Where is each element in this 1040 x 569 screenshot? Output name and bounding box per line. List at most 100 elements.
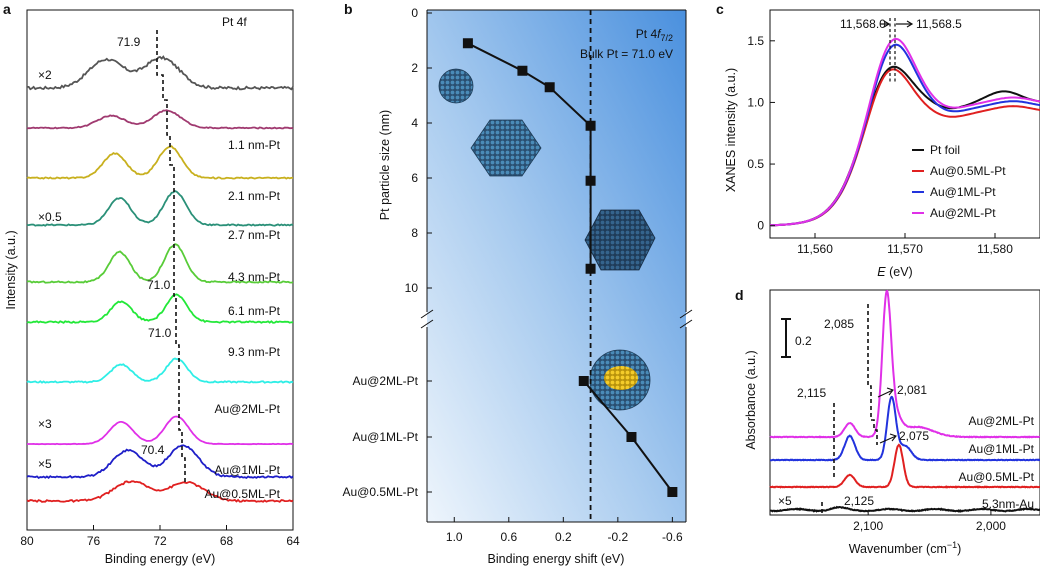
legend-label: Au@1ML-Pt [930, 185, 996, 199]
data-point [544, 82, 555, 93]
y-tick-label: 8 [411, 226, 418, 240]
x-tick-label: -0.2 [607, 530, 628, 544]
y-tick-label: 6 [411, 171, 418, 185]
y-category-label: Au@0.5ML-Pt [342, 485, 418, 499]
y-tick-label: 1.5 [747, 34, 764, 48]
panel-d-spectra: Au@2ML-Pt Au@1ML-Pt Au@0.5ML-Pt 5.3nm-Au [769, 289, 1040, 513]
xanes-curve [769, 37, 1040, 227]
series-label: Au@1ML-Pt [968, 442, 1034, 456]
panel-b-chart: 1.0 0.6 0.2 -0.2 -0.6 0 2 4 6 8 10 Au@2ML-Pt Au@1ML-… [342, 6, 693, 566]
x-tick-label: 1.0 [446, 530, 463, 544]
series-label: Au@0.5ML-Pt [204, 487, 280, 501]
y-tick-label: 10 [405, 281, 419, 295]
series-label: Au@2ML-Pt [968, 414, 1034, 428]
panel-a-peak-guide [156, 30, 186, 482]
panel-d-letter: d [735, 287, 744, 303]
x-tick-label: 11,570 [887, 242, 923, 256]
x-tick-label: 76 [87, 534, 101, 548]
y-tick-label: 0 [757, 219, 764, 233]
y-category-label: Au@2ML-Pt [352, 374, 418, 388]
panel-d-peak-arrows [877, 387, 897, 444]
x-tick-label: -0.6 [662, 530, 683, 544]
series-label: Au@0.5ML-Pt [958, 470, 1034, 484]
panel-d-multiplier: ×5 [778, 494, 792, 508]
y-tick-label: 2 [411, 61, 418, 75]
panel-d-frame [769, 289, 1040, 516]
data-point [517, 65, 528, 76]
panel-c-annot-left: 11,568.0 [840, 17, 886, 31]
panel-c-chart: 11,560 11,570 11,580 0 0.5 1.0 1.5 Pt foil Au@0… [724, 9, 1040, 279]
panel-a-annot-71-0-a: 71.0 [147, 278, 171, 292]
legend-label: Pt foil [930, 143, 960, 157]
panel-a-letter: a [3, 1, 11, 17]
panel-c-ticks: 11,560 11,570 11,580 0 0.5 1.0 1.5 [747, 34, 1013, 256]
ir-curve [769, 443, 1040, 489]
panel-d-scale-bar-label: 0.2 [795, 334, 812, 348]
spectrum-curve [26, 109, 294, 130]
panel-d-peak-2081: 2,081 [897, 383, 927, 397]
spectrum-curve [27, 55, 294, 91]
panel-a-xlabel: Binding energy (eV) [105, 552, 215, 566]
x-tick-label: 11,560 [797, 242, 833, 256]
spectrum-curve [26, 357, 294, 384]
multiplier-label: ×5 [38, 457, 52, 471]
cluster-2-7nm-illustration [470, 119, 542, 177]
ir-curve [769, 289, 1040, 439]
y-tick-label: 0 [411, 6, 418, 20]
spectrum-curve [27, 415, 294, 446]
panel-d-ylabel: Absorbance (a.u.) [744, 350, 758, 449]
series-label: 2.1 nm-Pt [228, 189, 281, 203]
xanes-curve [769, 43, 1040, 227]
panel-b-points [462, 38, 678, 497]
series-label: Au@1ML-Pt [214, 463, 280, 477]
y-category-label: Au@1ML-Pt [352, 430, 418, 444]
data-point [585, 175, 596, 186]
panel-c-letter: c [716, 1, 724, 17]
ir-curve [770, 505, 1040, 513]
series-label: 6.1 nm-Pt [228, 304, 281, 318]
y-tick-label: 4 [411, 116, 418, 130]
spectrum-curve [26, 243, 294, 284]
cluster-1-1nm-illustration [438, 68, 474, 104]
spectrum-curve [26, 189, 294, 227]
panel-c-peak-markers [880, 18, 914, 82]
x-tick-label: 2,000 [976, 519, 1006, 533]
panel-b-ylabel: Pt particle size (nm) [378, 110, 392, 220]
x-tick-label: 11,580 [977, 242, 1013, 256]
multiplier-label: ×3 [38, 417, 52, 431]
panel-b-xlabel: Binding energy shift (eV) [488, 552, 625, 566]
panel-c-frame [769, 9, 1040, 239]
data-point [585, 120, 596, 131]
spectrum-curve [26, 480, 294, 503]
ir-curve [770, 395, 1040, 462]
multiplier-label: ×0.5 [38, 210, 62, 224]
panel-a-annot-71-9: 71.9 [117, 35, 141, 49]
series-label: 1.1 nm-Pt [228, 138, 281, 152]
panel-b-letter: b [344, 1, 353, 17]
panel-c-legend: Pt foil Au@0.5ML-Pt Au@1ML-Pt Au@2ML-Pt [912, 143, 1006, 220]
data-point [585, 263, 596, 274]
data-point [667, 487, 678, 497]
y-tick-label: 1.0 [747, 95, 764, 109]
x-tick-label: 72 [153, 534, 167, 548]
panel-a-ticks: 80 76 72 68 64 [20, 525, 300, 548]
x-tick-label: 0.2 [555, 530, 572, 544]
core-shell-illustration [589, 349, 651, 411]
panel-b-ticks: 1.0 0.6 0.2 -0.2 -0.6 0 2 4 6 8 10 Au@2ML-Pt Au@1ML-… [342, 6, 683, 544]
spectrum-curve [26, 293, 294, 324]
x-tick-label: 2,100 [853, 519, 883, 533]
xanes-curve [769, 65, 1040, 227]
panel-d-peak-2085: 2,085 [824, 317, 854, 331]
panel-a-annot-70-4: 70.4 [141, 443, 165, 457]
series-label: 9.3 nm-Pt [228, 345, 281, 359]
panel-a-title: Pt 4f [222, 15, 247, 29]
panel-a-chart: ×2 1.1 nm-Pt 2.1 nm-Pt 2.7 nm-Pt ×0.5 4.3 nm-… [4, 9, 300, 566]
panel-a-ylabel: Intensity (a.u.) [4, 230, 18, 309]
data-point [578, 376, 589, 386]
panel-c-xlabel: E (eV) [877, 265, 912, 279]
panel-b-inset-line2: Bulk Pt = 71.0 eV [580, 47, 673, 61]
panel-d-ticks: 2,100 2,000 [853, 510, 1006, 533]
data-point [626, 432, 637, 442]
